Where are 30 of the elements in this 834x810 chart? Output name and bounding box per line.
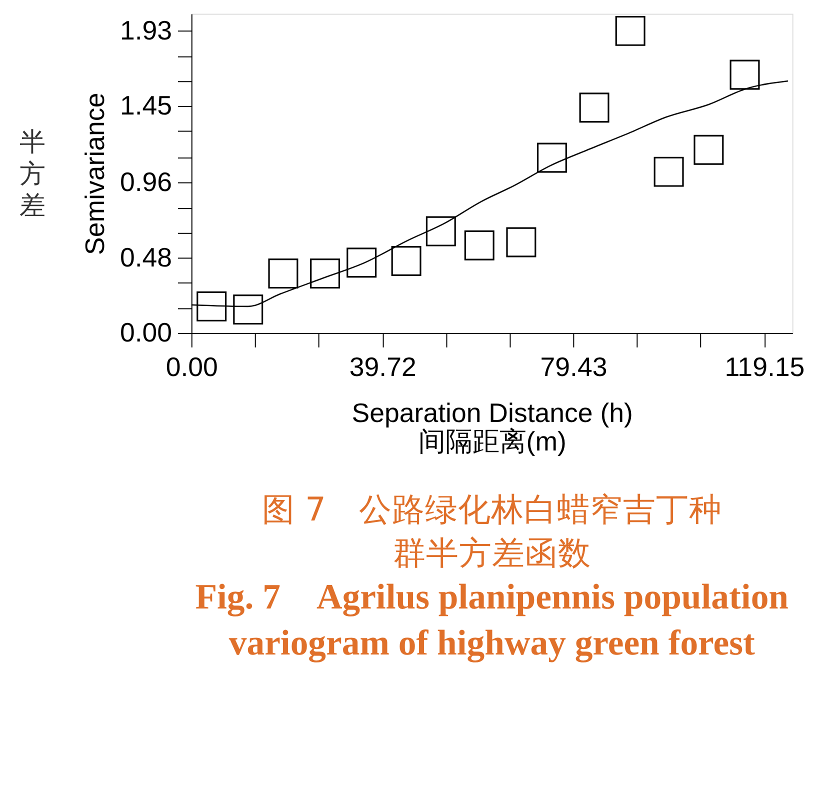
point [464, 230, 494, 260]
point [310, 258, 340, 289]
point [654, 156, 684, 187]
y-tick-label: 0.48 [120, 242, 172, 272]
point [268, 258, 298, 289]
y-tick-label: 0.00 [120, 317, 172, 348]
x-tick-label: 79.43 [540, 352, 608, 382]
text: 间隔距离(m) [418, 426, 566, 457]
point [579, 92, 610, 123]
point [391, 246, 422, 276]
point [694, 134, 724, 165]
point [730, 60, 760, 90]
text: Fig. 7 Agrilus planipennis population variogram of highway green forest [195, 576, 789, 662]
y-axis-title: Semivariance [80, 92, 110, 255]
point [615, 16, 646, 46]
point [233, 294, 264, 325]
x-tick-label: 0.00 [166, 352, 218, 382]
point [536, 142, 567, 173]
x-axis-title: Separation Distance (h) [352, 398, 633, 428]
text: 图 7 公路绿化林白蜡窄吉丁种群半方差函数 [262, 490, 722, 572]
x-tick-label: 119.15 [724, 352, 805, 382]
x-tick-label: 39.72 [349, 352, 416, 382]
point [346, 248, 377, 278]
y-tick-label: 1.93 [120, 15, 172, 46]
point [506, 227, 536, 258]
y-tick-label: 0.96 [120, 167, 172, 198]
text: 半方差 [20, 128, 46, 222]
point [196, 291, 227, 322]
point [426, 216, 456, 246]
y-tick-label: 1.45 [120, 90, 172, 120]
